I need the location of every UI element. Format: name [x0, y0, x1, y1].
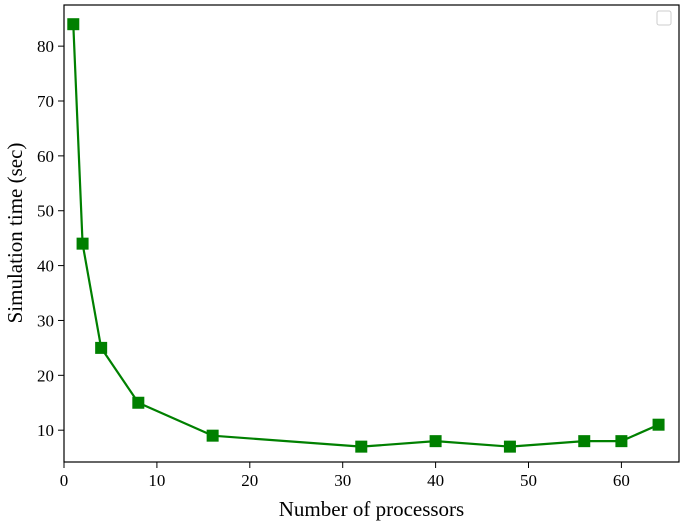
- x-tick-label: 0: [60, 471, 69, 490]
- x-tick-label: 50: [520, 471, 537, 490]
- y-tick-label: 80: [37, 37, 54, 56]
- x-axis: 0 10 20 30 40 50 60: [60, 462, 630, 490]
- data-point-marker: [67, 18, 80, 31]
- x-tick-label: 20: [241, 471, 258, 490]
- y-tick-label: 60: [37, 147, 54, 166]
- data-point-marker: [429, 435, 442, 448]
- x-tick-label: 40: [427, 471, 444, 490]
- data-point-marker: [132, 396, 145, 409]
- plot-area: [63, 4, 680, 463]
- y-tick-label: 30: [37, 311, 54, 330]
- data-point-marker: [503, 440, 516, 453]
- x-tick-label: 60: [613, 471, 630, 490]
- data-point-marker: [578, 435, 591, 448]
- x-tick-label: 10: [148, 471, 165, 490]
- data-point-marker: [652, 418, 665, 431]
- x-tick-label: 30: [334, 471, 351, 490]
- data-point-marker: [355, 440, 368, 453]
- y-axis-label: Simulation time (sec): [3, 143, 27, 324]
- series-layer: [67, 18, 665, 453]
- x-axis-label: Number of processors: [279, 497, 464, 521]
- data-point-marker: [206, 429, 219, 442]
- data-point-marker: [615, 435, 628, 448]
- y-tick-label: 10: [37, 421, 54, 440]
- y-tick-label: 40: [37, 257, 54, 276]
- legend-box: [656, 10, 672, 26]
- y-tick-label: 20: [37, 366, 54, 385]
- data-point-marker: [95, 341, 108, 354]
- y-tick-label: 70: [37, 92, 54, 111]
- y-axis: 10 20 30 40 50 60 70 80: [37, 37, 64, 440]
- y-tick-label: 50: [37, 202, 54, 221]
- data-point-marker: [76, 237, 89, 250]
